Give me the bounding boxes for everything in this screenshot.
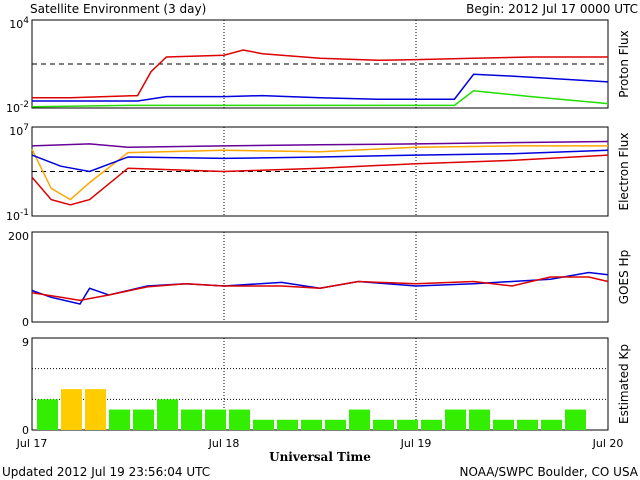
chart-title: Satellite Environment (3 day) [30, 2, 206, 16]
estimated-kp-bar [325, 419, 346, 430]
proton-flux-title: Proton Flux [617, 30, 631, 97]
estimated-kp-bar [349, 409, 370, 430]
proton-flux-ytick-max: 104 [9, 16, 29, 31]
estimated-kp-ytick-min: 0 [22, 424, 29, 437]
goes-hp-ytick-max: 200 [8, 230, 29, 243]
estimated-kp-bar [445, 409, 466, 430]
estimated-kp-bar [85, 389, 106, 430]
electron-flux-series-purple [31, 140, 609, 149]
electron-flux-ytick-min: 10-1 [6, 208, 29, 223]
electron-flux-series-red [31, 154, 609, 206]
electron-flux-series-orange [31, 145, 608, 201]
estimated-kp-bar [565, 409, 586, 430]
xtick-jul18: Jul 18 [208, 437, 240, 450]
begin-label: Begin: 2012 Jul 17 0000 UTC [466, 2, 638, 16]
estimated-kp-bar [229, 409, 250, 430]
estimated-kp-bar [397, 419, 418, 430]
goes-hp-frame [31, 231, 609, 323]
x-axis-label: Universal Time [269, 450, 371, 464]
proton-flux-series-blue [32, 73, 609, 102]
estimated-kp-bar [37, 399, 58, 430]
goes-hp-title: GOES Hp [617, 250, 631, 304]
estimated-kp-bar [109, 409, 130, 430]
proton-flux-series-green [31, 90, 609, 108]
updated-label: Updated 2012 Jul 19 23:56:04 UTC [2, 465, 210, 479]
estimated-kp-bar [133, 409, 154, 430]
xtick-jul17: Jul 17 [16, 437, 48, 450]
estimated-kp-bar [469, 409, 490, 430]
estimated-kp-title: Estimated Kp [617, 344, 631, 424]
proton-flux-series-red [32, 49, 608, 99]
estimated-kp-bar [205, 409, 226, 430]
estimated-kp-bar [181, 409, 202, 430]
credit-label: NOAA/SWPC Boulder, CO USA [460, 465, 639, 479]
electron-flux-title: Electron Flux [617, 133, 631, 211]
estimated-kp-bar [61, 389, 82, 430]
electron-flux-series-blue [31, 149, 609, 173]
estimated-kp-bar [373, 419, 394, 430]
estimated-kp-bar [517, 419, 538, 430]
goes-hp-ytick-min: 0 [22, 316, 29, 329]
estimated-kp-bar [421, 419, 442, 430]
estimated-kp-bar [277, 419, 298, 430]
electron-flux-ytick-max: 107 [9, 123, 29, 138]
xtick-jul19: Jul 19 [400, 437, 432, 450]
estimated-kp-bar [493, 419, 514, 430]
estimated-kp-ytick-max: 9 [22, 336, 29, 349]
estimated-kp-bar [301, 419, 322, 430]
estimated-kp-bar [253, 419, 274, 430]
estimated-kp-bar [157, 399, 178, 430]
panels: 104 10-2 Proton Flux 107 10-1 Electron Flux 20… [6, 16, 631, 437]
proton-flux-ytick-min: 10-2 [6, 100, 29, 115]
goes-hp-series-red [31, 276, 609, 302]
estimated-kp-bar [541, 419, 562, 430]
xtick-jul20: Jul 20 [592, 437, 624, 450]
goes-hp-series-blue [31, 271, 609, 305]
